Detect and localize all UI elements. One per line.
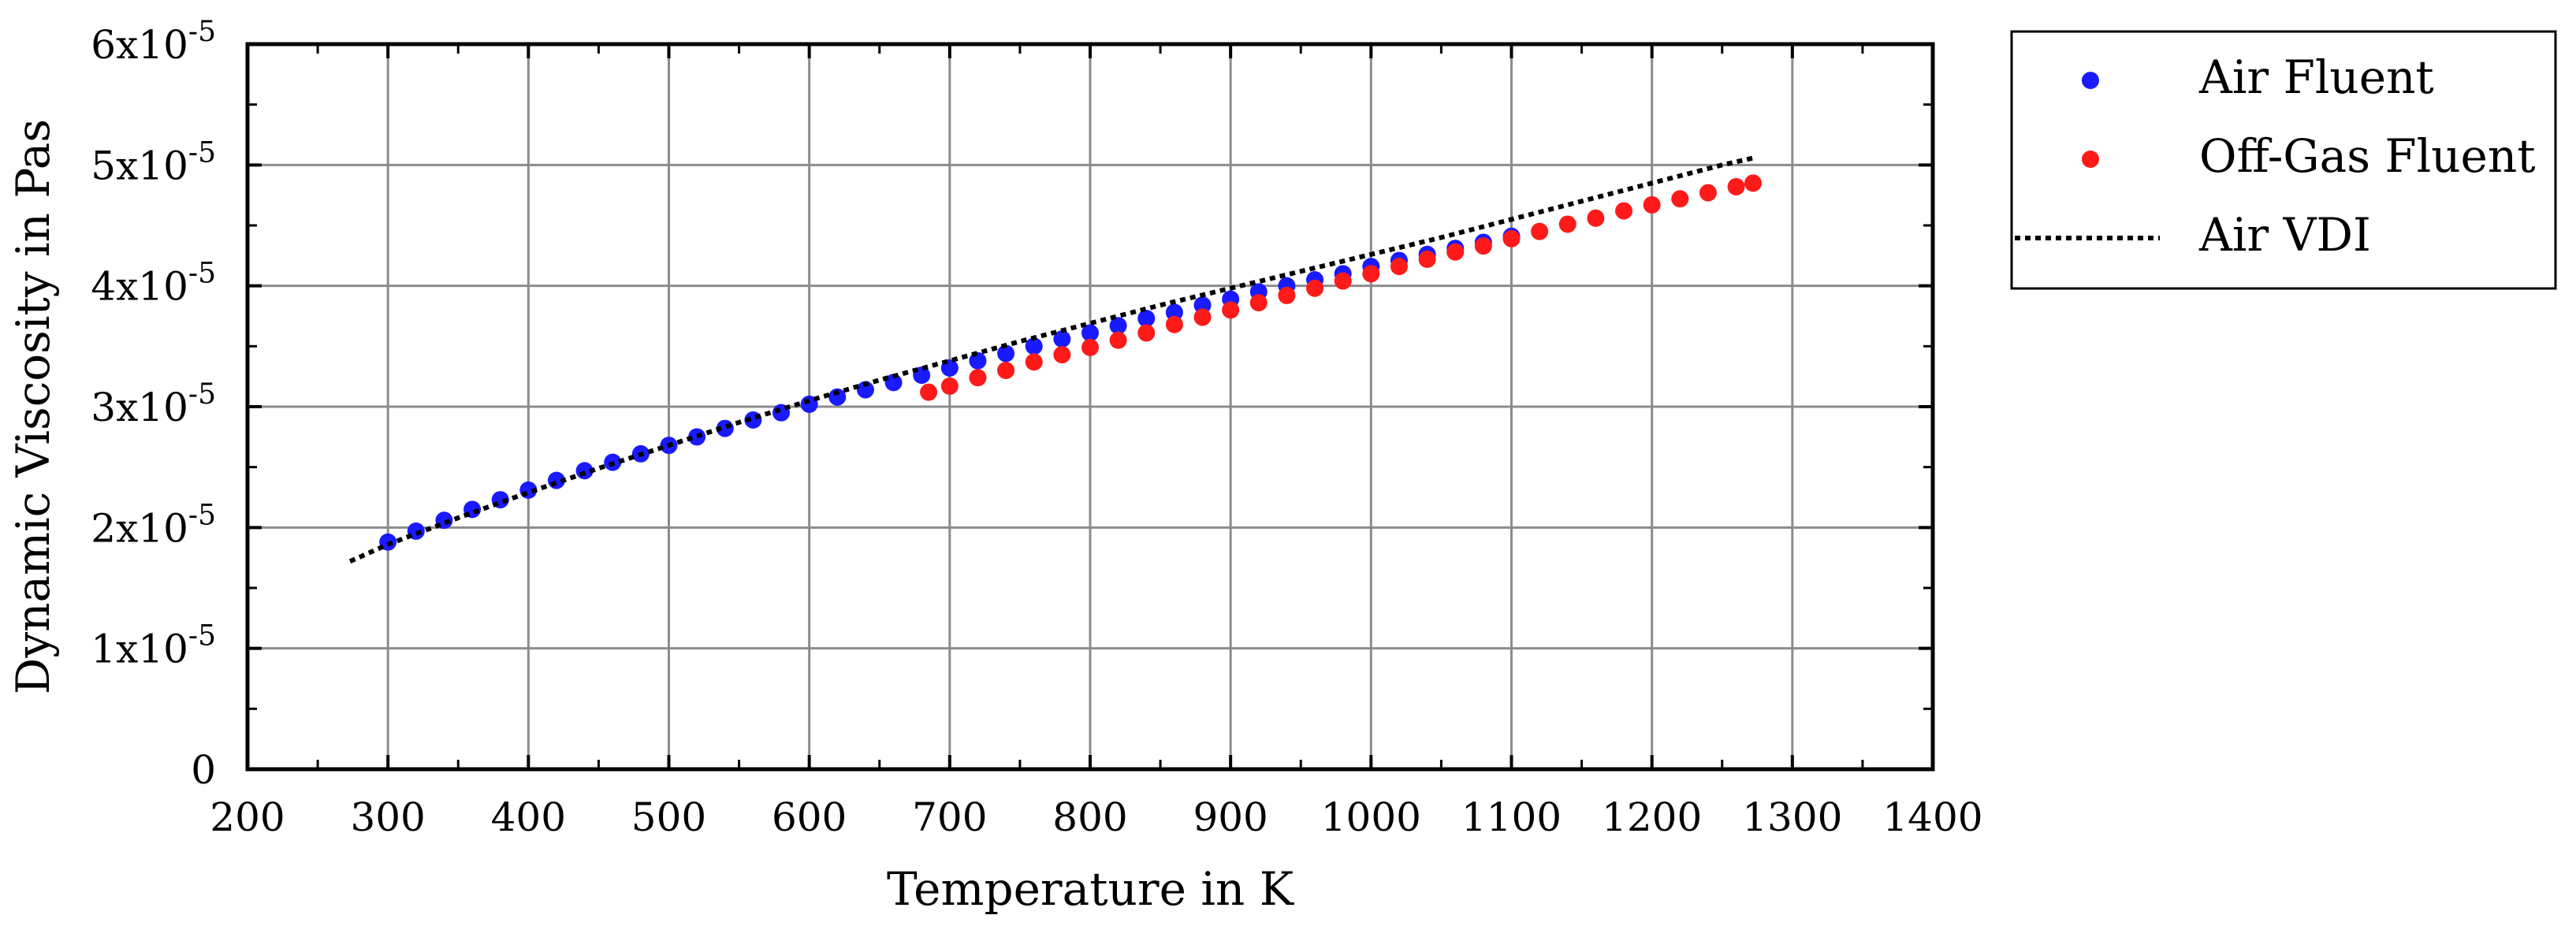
data-point-off-gas-fluent bbox=[1502, 229, 1521, 247]
legend: Air Fluent Off-Gas Fluent Air VDI bbox=[2010, 30, 2557, 290]
data-point-off-gas-fluent bbox=[1671, 190, 1689, 208]
data-point-off-gas-fluent bbox=[1081, 338, 1099, 356]
x-tick-label: 1300 bbox=[1742, 794, 1842, 840]
x-tick-label: 900 bbox=[1193, 794, 1268, 840]
y-tick-label: 2x10-5 bbox=[91, 499, 216, 551]
data-point-air-fluent bbox=[1165, 303, 1183, 322]
y-tick-label-exponent: -5 bbox=[188, 620, 216, 653]
y-tick-label-base: 4x10 bbox=[91, 264, 188, 310]
legend-label-air-fluent: Air Fluent bbox=[2198, 50, 2434, 104]
y-tick-label-exponent: -5 bbox=[188, 16, 216, 48]
data-point-air-fluent bbox=[1053, 330, 1071, 348]
data-point-off-gas-fluent bbox=[1362, 265, 1380, 283]
x-tick-label: 600 bbox=[772, 794, 847, 840]
y-tick-label-exponent: -5 bbox=[188, 378, 216, 411]
legend-label-air-vdi: Air VDI bbox=[2198, 208, 2371, 262]
legend-label-off-gas-fluent: Off-Gas Fluent bbox=[2199, 129, 2536, 183]
data-point-air-fluent bbox=[997, 344, 1015, 363]
y-tick-label-exponent: -5 bbox=[188, 499, 216, 531]
data-point-off-gas-fluent bbox=[1699, 184, 1717, 202]
x-tick-label: 1400 bbox=[1882, 794, 1982, 840]
legend-swatch-off-gas-fluent bbox=[2082, 151, 2099, 168]
data-point-off-gas-fluent bbox=[1193, 308, 1212, 326]
data-point-off-gas-fluent bbox=[1446, 243, 1465, 261]
data-point-off-gas-fluent bbox=[1418, 250, 1436, 268]
data-point-air-fluent bbox=[1025, 337, 1043, 355]
data-point-off-gas-fluent bbox=[1744, 174, 1762, 192]
data-point-air-fluent bbox=[1137, 310, 1156, 328]
data-point-off-gas-fluent bbox=[969, 369, 987, 387]
data-point-off-gas-fluent bbox=[1165, 315, 1183, 333]
data-point-off-gas-fluent bbox=[1025, 353, 1043, 371]
x-tick-label: 700 bbox=[912, 794, 987, 840]
y-axis-title: Dynamic Viscosity in Pas bbox=[6, 119, 60, 694]
data-point-off-gas-fluent bbox=[1727, 177, 1745, 195]
y-tick-label: 5x10-5 bbox=[91, 136, 216, 188]
data-point-air-fluent bbox=[1193, 296, 1212, 314]
data-point-off-gas-fluent bbox=[1137, 324, 1156, 342]
data-point-off-gas-fluent bbox=[1531, 222, 1549, 240]
y-tick-label-base: 6x10 bbox=[91, 22, 188, 68]
data-point-air-fluent bbox=[969, 352, 987, 370]
x-tick-label: 200 bbox=[210, 794, 285, 840]
y-tick-label-base: 2x10 bbox=[91, 505, 188, 551]
data-point-off-gas-fluent bbox=[940, 377, 959, 395]
x-tick-label: 1100 bbox=[1461, 794, 1562, 840]
grid-lines bbox=[248, 44, 1933, 769]
legend-swatch-air-fluent bbox=[2082, 72, 2099, 89]
data-point-off-gas-fluent bbox=[997, 362, 1015, 379]
x-tick-label: 800 bbox=[1052, 794, 1127, 840]
x-axis-title: Temperature in K bbox=[887, 862, 1295, 916]
data-point-air-fluent bbox=[828, 388, 847, 406]
plot-frame bbox=[245, 42, 1935, 772]
data-point-air-fluent bbox=[856, 381, 874, 399]
y-tick-label-exponent: -5 bbox=[188, 136, 216, 169]
data-point-off-gas-fluent bbox=[1615, 202, 1633, 220]
data-point-off-gas-fluent bbox=[920, 383, 938, 401]
data-point-off-gas-fluent bbox=[1334, 272, 1352, 290]
x-tick-label: 300 bbox=[350, 794, 425, 840]
data-point-off-gas-fluent bbox=[1278, 286, 1296, 304]
data-point-off-gas-fluent bbox=[1306, 279, 1324, 297]
x-tick-label: 500 bbox=[631, 794, 706, 840]
x-tick-label: 400 bbox=[491, 794, 566, 840]
y-tick-label-base: 3x10 bbox=[91, 385, 188, 430]
data-point-off-gas-fluent bbox=[1390, 258, 1408, 276]
y-tick-label: 6x10-5 bbox=[91, 16, 216, 68]
y-tick-label: 1x10-5 bbox=[91, 620, 216, 672]
x-tick-label: 1200 bbox=[1602, 794, 1702, 840]
y-tick-label: 0 bbox=[191, 747, 216, 793]
data-point-air-fluent bbox=[884, 374, 903, 392]
y-tick-label-base: 0 bbox=[191, 747, 216, 793]
data-point-off-gas-fluent bbox=[1053, 346, 1071, 364]
legend-box bbox=[2010, 30, 2557, 290]
data-point-off-gas-fluent bbox=[1474, 237, 1492, 255]
y-tick-label-exponent: -5 bbox=[188, 258, 216, 290]
data-point-off-gas-fluent bbox=[1109, 331, 1127, 349]
data-point-off-gas-fluent bbox=[1643, 195, 1661, 214]
data-point-air-fluent bbox=[1081, 324, 1099, 342]
y-tick-label: 4x10-5 bbox=[91, 258, 216, 310]
x-tick-label: 1000 bbox=[1321, 794, 1421, 840]
x-axis-tick-labels: 200 300 400 500 600 700 800 900 1000 1100 1200 1300… bbox=[210, 794, 1982, 840]
data-point-off-gas-fluent bbox=[1249, 294, 1268, 312]
data-point-off-gas-fluent bbox=[1222, 301, 1240, 319]
data-point-air-fluent bbox=[1109, 317, 1127, 335]
data-point-off-gas-fluent bbox=[1558, 215, 1576, 233]
y-tick-label: 3x10-5 bbox=[91, 378, 216, 430]
series-layer bbox=[348, 155, 1762, 564]
y-tick-label-base: 1x10 bbox=[91, 627, 188, 672]
series-line-air-vdi bbox=[348, 155, 1755, 564]
y-tick-label-base: 5x10 bbox=[91, 143, 188, 188]
data-point-off-gas-fluent bbox=[1587, 209, 1605, 227]
